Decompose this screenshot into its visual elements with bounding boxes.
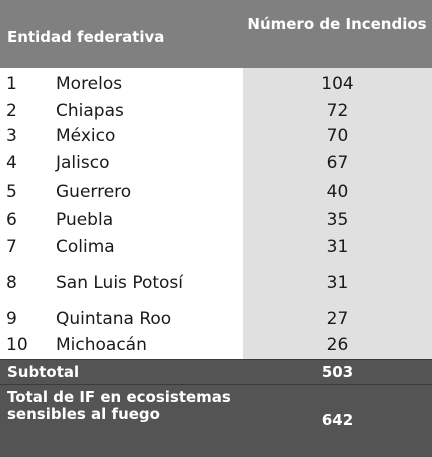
- row-state: Puebla: [56, 210, 114, 230]
- table-row: 6 Puebla 35: [0, 207, 432, 234]
- row-rank: 4: [6, 153, 17, 173]
- table-row: 2 Chiapas 72: [0, 100, 432, 124]
- table-row: 10 Michoacán 26: [0, 333, 432, 359]
- row-value: 27: [326, 309, 349, 329]
- row-state: México: [56, 126, 116, 146]
- row-state: Guerrero: [56, 182, 132, 202]
- total-value: 642: [321, 411, 354, 429]
- subtotal-value: 503: [321, 363, 354, 381]
- row-rank: 3: [6, 126, 17, 146]
- row-state: Quintana Roo: [56, 309, 172, 329]
- table-row: 4 Jalisco 67: [0, 150, 432, 177]
- total-label: Total de IF en ecosistemas sensibles al …: [7, 388, 231, 423]
- table-row: 5 Guerrero 40: [0, 177, 432, 207]
- subtotal-label: Subtotal: [7, 363, 80, 381]
- subtotal-row: Subtotal 503: [0, 359, 432, 384]
- row-rank: 8: [6, 273, 17, 293]
- row-rank: 1: [6, 74, 17, 94]
- row-rank: 9: [6, 309, 17, 329]
- header-fire-count: Número de Incendios: [247, 15, 427, 33]
- row-value: 70: [326, 126, 349, 146]
- row-state: Jalisco: [56, 153, 110, 173]
- total-row: Total de IF en ecosistemas sensibles al …: [0, 384, 432, 457]
- row-state: Morelos: [56, 74, 123, 94]
- row-value: 31: [326, 273, 349, 293]
- table-row: 7 Colima 31: [0, 234, 432, 262]
- row-rank: 6: [6, 210, 17, 230]
- row-state: San Luis Potosí: [56, 273, 184, 293]
- table-row: 1 Morelos 104: [0, 68, 432, 100]
- table-row: 9 Quintana Roo 27: [0, 306, 432, 333]
- header-state: Entidad federativa: [7, 28, 165, 46]
- row-state: Michoacán: [56, 335, 147, 355]
- table-header: Entidad federativa Número de Incendios: [0, 0, 432, 68]
- row-rank: 10: [6, 335, 28, 355]
- table-row: 3 México 70: [0, 124, 432, 150]
- row-value: 35: [326, 210, 349, 230]
- row-value: 40: [326, 182, 349, 202]
- row-value: 31: [326, 237, 349, 257]
- row-state: Colima: [56, 237, 115, 257]
- row-value: 26: [326, 335, 349, 355]
- table-row: 8 San Luis Potosí 31: [0, 262, 432, 306]
- row-rank: 2: [6, 101, 17, 121]
- row-value: 104: [321, 74, 354, 94]
- row-state: Chiapas: [56, 101, 124, 121]
- row-value: 67: [326, 153, 349, 173]
- row-rank: 7: [6, 237, 17, 257]
- row-rank: 5: [6, 182, 17, 202]
- row-value: 72: [326, 101, 349, 121]
